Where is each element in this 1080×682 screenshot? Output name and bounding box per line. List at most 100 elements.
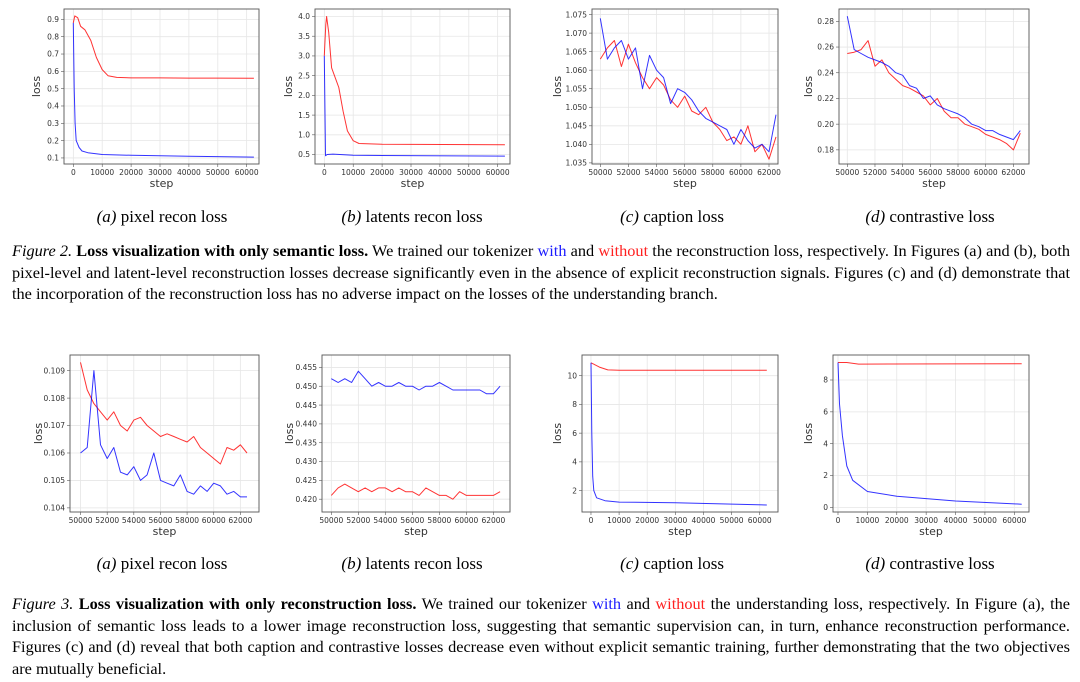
series-line-without (599, 40, 777, 160)
caption-title: Loss visualization with only semantic lo… (76, 241, 369, 260)
y-tick-label: 0.105 (44, 476, 66, 485)
x-tick-label: 50000 (69, 516, 93, 525)
caption-text: We trained our tokenizer (416, 594, 593, 613)
plot-frame (69, 354, 260, 513)
caption-text: the reconstruction loss, respectively. I… (12, 241, 1070, 304)
subcaption-label: (d) (865, 554, 886, 573)
x-tick-label: 60000 (748, 516, 772, 525)
subcaption-label: (b) (341, 554, 362, 573)
subcaption-fig3-b: (b) latents recon loss (282, 554, 542, 574)
x-tick-label: 60000 (202, 516, 226, 525)
y-tick-label: 8 (572, 400, 577, 409)
x-tick-label: 52000 (863, 168, 887, 177)
caption-with: with (592, 594, 622, 613)
x-tick-label: 20000 (885, 516, 909, 525)
y-tick-label: 0.109 (44, 366, 66, 375)
y-tick-label: 0.440 (296, 420, 318, 429)
y-tick-label: 0.435 (296, 438, 318, 447)
y-axis-label: loss (283, 423, 296, 445)
y-tick-label: 1.055 (566, 84, 588, 93)
x-tick-label: 56000 (400, 516, 424, 525)
y-tick-label: 0.28 (817, 17, 834, 26)
x-tick-label: 62000 (757, 168, 781, 177)
x-tick-label: 0 (71, 168, 76, 177)
x-tick-label: 0 (322, 168, 327, 177)
x-tick-label: 40000 (692, 516, 716, 525)
y-tick-label: 1.0 (298, 131, 310, 140)
y-axis-label: loss (30, 76, 43, 98)
x-tick-label: 62000 (1001, 168, 1025, 177)
caption-label: Figure 2. (12, 241, 73, 260)
caption-without: without (655, 594, 706, 613)
x-tick-label: 20000 (119, 168, 143, 177)
x-tick-label: 50000 (835, 168, 859, 177)
x-tick-label: 50000 (206, 168, 230, 177)
x-axis-label: step (150, 177, 174, 190)
y-tick-label: 1.5 (298, 111, 310, 120)
x-tick-label: 0 (836, 516, 841, 525)
subcaption-title: pixel recon loss (120, 207, 228, 226)
x-tick-label: 58000 (175, 516, 199, 525)
series-line-with (80, 370, 247, 498)
x-axis-label: step (404, 525, 428, 538)
x-axis-label: step (153, 525, 177, 538)
series-line-with (331, 370, 501, 395)
y-tick-label: 2 (572, 486, 577, 495)
y-axis-label: loss (551, 76, 564, 98)
x-tick-label: 50000 (319, 516, 343, 525)
chart-fig3-d: 0 10000 20000 30000 40000 50000 60000 0 2 4 6 8 step… (802, 354, 1030, 538)
y-axis-label: loss (282, 76, 295, 98)
caption-title: Loss visualization with only reconstruct… (78, 594, 417, 613)
subcaption-title: caption loss (643, 207, 724, 226)
x-tick-label: 52000 (95, 516, 119, 525)
x-tick-label: 56000 (149, 516, 173, 525)
y-tick-label: 10 (567, 371, 577, 380)
x-tick-label: 50000 (457, 168, 481, 177)
y-tick-label: 0.4 (47, 102, 59, 111)
y-tick-label: 1.035 (566, 159, 588, 168)
x-tick-label: 40000 (944, 516, 968, 525)
y-tick-label: 1.045 (566, 122, 588, 131)
x-axis-label: step (668, 525, 692, 538)
chart-fig2-d: 50000 52000 54000 56000 58000 60000 62000 0.18 0… (802, 8, 1030, 190)
series-line-with (323, 55, 505, 157)
y-tick-label: 0.450 (296, 382, 318, 391)
y-tick-label: 0.9 (47, 15, 59, 24)
series-line-without (80, 362, 248, 465)
x-tick-label: 60000 (235, 168, 259, 177)
x-tick-label: 50000 (720, 516, 744, 525)
x-tick-label: 50000 (588, 168, 612, 177)
y-tick-label: 0.455 (296, 363, 318, 372)
y-tick-label: 0.7 (47, 50, 59, 59)
series-line-with (599, 18, 777, 153)
x-tick-label: 30000 (663, 516, 687, 525)
y-tick-label: 4 (572, 458, 577, 467)
series-line-without (590, 362, 767, 371)
y-tick-label: 0.445 (296, 401, 318, 410)
x-tick-label: 56000 (918, 168, 942, 177)
figure-2-caption: Figure 2. Loss visualization with only s… (12, 240, 1070, 305)
subcaption-title: pixel recon loss (120, 554, 228, 573)
subcaption-fig2-a: (a) pixel recon loss (32, 207, 292, 227)
x-tick-label: 10000 (855, 516, 879, 525)
series-line-without (847, 40, 1021, 151)
chart-fig3-c: 0 10000 20000 30000 40000 50000 60000 2 4 6 8 10 ste… (551, 354, 779, 538)
x-tick-label: 58000 (427, 516, 451, 525)
chart-fig3-a: 50000 52000 54000 56000 58000 60000 62000 0.104… (32, 354, 260, 538)
y-tick-label: 0.18 (817, 146, 834, 155)
y-tick-label: 0.425 (296, 476, 318, 485)
x-tick-label: 60000 (974, 168, 998, 177)
x-tick-label: 54000 (645, 168, 669, 177)
y-tick-label: 1.070 (566, 29, 588, 38)
x-tick-label: 60000 (454, 516, 478, 525)
x-tick-label: 0 (589, 516, 594, 525)
series-line-with (846, 16, 1021, 141)
subcaption-fig3-d: (d) contrastive loss (800, 554, 1060, 574)
x-tick-label: 60000 (1002, 516, 1026, 525)
x-tick-label: 30000 (914, 516, 938, 525)
caption-label: Figure 3. (12, 594, 74, 613)
y-tick-label: 0.26 (817, 43, 834, 52)
plot-frame (321, 354, 511, 513)
y-tick-label: 0.24 (817, 68, 834, 77)
